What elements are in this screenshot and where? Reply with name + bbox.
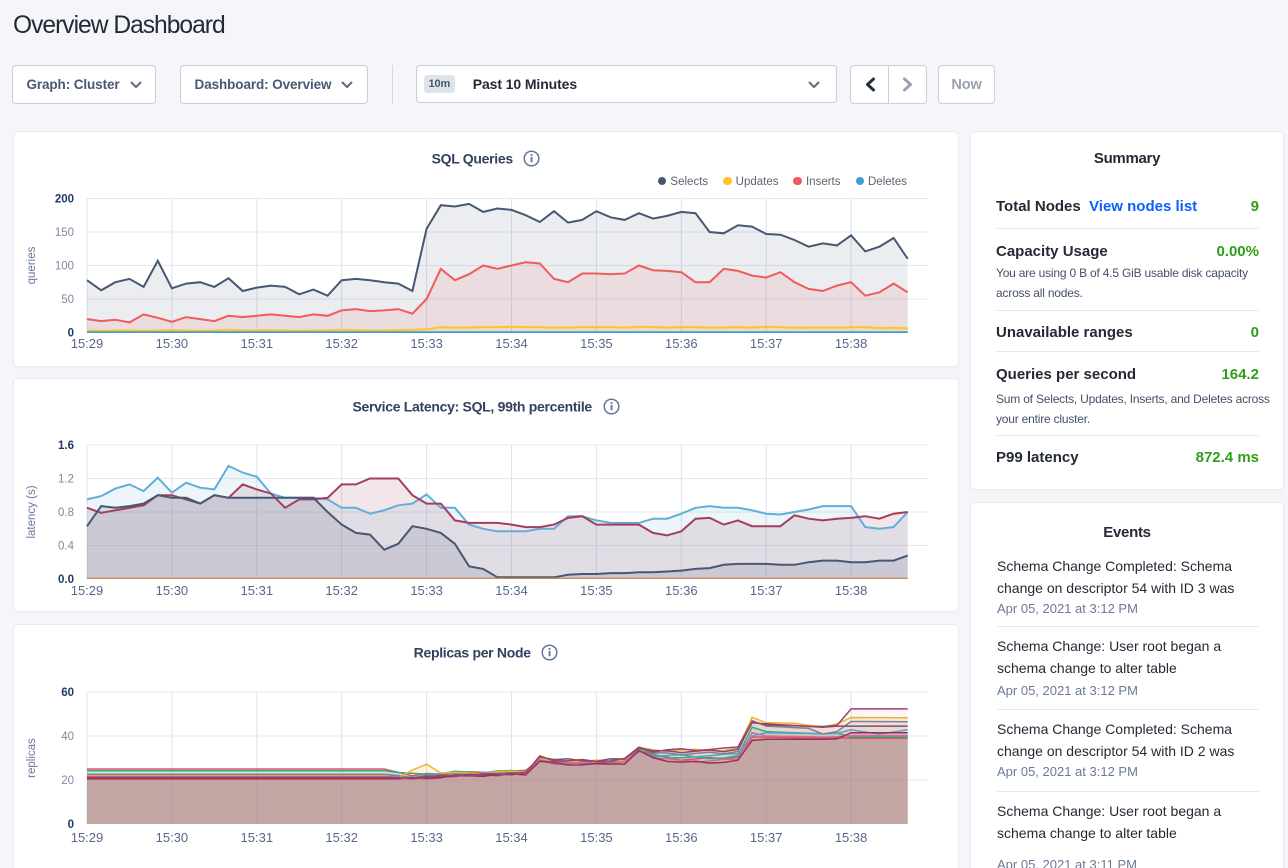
svg-text:1.6: 1.6 bbox=[58, 440, 74, 452]
svg-text:0.4: 0.4 bbox=[58, 541, 75, 553]
svg-text:15:35: 15:35 bbox=[580, 830, 613, 845]
svg-text:0.8: 0.8 bbox=[58, 507, 74, 519]
svg-text:15:33: 15:33 bbox=[410, 830, 443, 845]
svg-text:15:30: 15:30 bbox=[156, 583, 189, 598]
svg-text:1.2: 1.2 bbox=[58, 474, 74, 486]
svg-text:15:35: 15:35 bbox=[580, 336, 613, 351]
svg-text:15:33: 15:33 bbox=[410, 583, 443, 598]
svg-text:15:36: 15:36 bbox=[665, 583, 698, 598]
svg-text:15:32: 15:32 bbox=[325, 830, 358, 845]
svg-text:15:38: 15:38 bbox=[835, 830, 868, 845]
svg-text:15:34: 15:34 bbox=[495, 830, 528, 845]
svg-text:0: 0 bbox=[68, 328, 74, 340]
svg-text:queries: queries bbox=[26, 246, 38, 284]
svg-text:15:29: 15:29 bbox=[71, 336, 104, 351]
svg-text:15:37: 15:37 bbox=[750, 583, 783, 598]
svg-text:15:36: 15:36 bbox=[665, 830, 698, 845]
svg-text:latency (s): latency (s) bbox=[26, 485, 38, 538]
svg-text:15:31: 15:31 bbox=[241, 583, 274, 598]
svg-text:15:38: 15:38 bbox=[835, 336, 868, 351]
svg-text:100: 100 bbox=[55, 261, 74, 273]
svg-text:50: 50 bbox=[61, 294, 74, 306]
svg-text:15:30: 15:30 bbox=[156, 830, 189, 845]
svg-text:20: 20 bbox=[61, 775, 74, 787]
svg-text:15:35: 15:35 bbox=[580, 583, 613, 598]
svg-text:15:29: 15:29 bbox=[71, 583, 104, 598]
svg-text:40: 40 bbox=[61, 731, 74, 743]
svg-text:15:33: 15:33 bbox=[410, 336, 443, 351]
svg-text:200: 200 bbox=[55, 194, 74, 206]
svg-text:15:32: 15:32 bbox=[325, 583, 358, 598]
svg-text:0: 0 bbox=[68, 819, 74, 831]
svg-text:60: 60 bbox=[61, 687, 74, 699]
svg-text:15:34: 15:34 bbox=[495, 583, 528, 598]
svg-text:15:37: 15:37 bbox=[750, 830, 783, 845]
svg-text:15:30: 15:30 bbox=[156, 336, 189, 351]
svg-text:15:31: 15:31 bbox=[241, 830, 274, 845]
svg-text:15:37: 15:37 bbox=[750, 336, 783, 351]
svg-text:replicas: replicas bbox=[26, 738, 38, 778]
svg-text:15:29: 15:29 bbox=[71, 830, 104, 845]
svg-text:15:36: 15:36 bbox=[665, 336, 698, 351]
svg-text:0.0: 0.0 bbox=[58, 574, 74, 586]
svg-text:15:31: 15:31 bbox=[241, 336, 274, 351]
svg-text:15:34: 15:34 bbox=[495, 336, 528, 351]
svg-text:150: 150 bbox=[55, 227, 74, 239]
svg-text:15:38: 15:38 bbox=[835, 583, 868, 598]
svg-text:15:32: 15:32 bbox=[325, 336, 358, 351]
